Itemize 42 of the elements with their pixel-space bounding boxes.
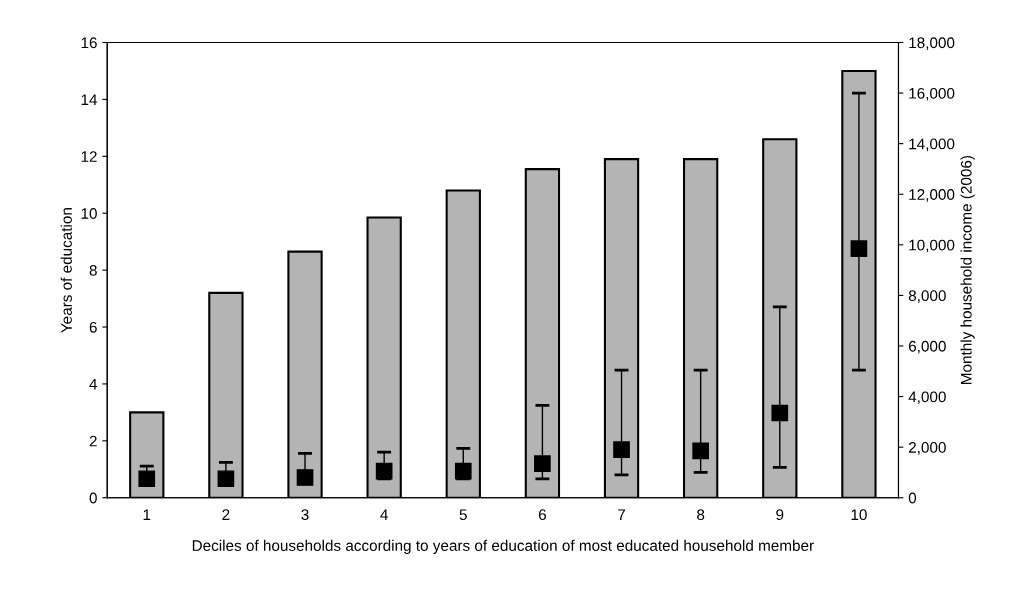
x-tick-label: 8 <box>697 509 705 521</box>
point <box>454 462 472 480</box>
y-axis-title: Years of education <box>60 208 72 333</box>
y2-tick-label: 10,000 <box>909 239 955 253</box>
y2-tick-label: 18,000 <box>909 37 955 50</box>
y2-tick-label: 16,000 <box>909 87 955 101</box>
y2-tick-label: 0 <box>908 492 917 504</box>
y-tick-label: 4 <box>89 378 98 390</box>
y-tick-label: 0 <box>89 492 97 504</box>
y2-tick-label: 12,000 <box>909 189 955 202</box>
point <box>692 442 709 460</box>
x-tick-label: 10 <box>851 509 867 521</box>
point <box>850 240 868 257</box>
y2-tick-label: 8,000 <box>908 290 946 303</box>
y2-axis-title: Monthly household income (2006) <box>960 155 975 384</box>
point <box>138 470 156 488</box>
y-tick-label: 12 <box>81 151 97 162</box>
x-tick-label: 7 <box>618 509 626 520</box>
x-axis-title: Deciles of households according to years of education of most educated household member <box>192 539 814 554</box>
y2-tick-label: 2,000 <box>908 442 946 455</box>
x-tick-label: 2 <box>222 509 230 520</box>
point <box>613 441 630 459</box>
x-tick-label: 6 <box>538 509 546 521</box>
x-tick-label: 3 <box>301 509 309 521</box>
y2-tick-label: 14,000 <box>909 138 955 152</box>
point <box>375 462 393 480</box>
point <box>296 469 314 486</box>
point <box>771 404 789 422</box>
y-tick-label: 8 <box>89 264 97 276</box>
x-tick-label: 1 <box>143 509 151 520</box>
y2-tick-label: 4,000 <box>908 391 946 405</box>
y-tick-label: 10 <box>81 208 97 219</box>
y-tick-label: 2 <box>89 435 97 447</box>
y-tick-label: 14 <box>81 94 98 105</box>
x-tick-label: 5 <box>459 509 467 521</box>
y-tick-label: 6 <box>89 321 97 333</box>
x-tick-label: 4 <box>380 509 388 520</box>
y-tick-label: 16 <box>81 37 97 49</box>
y2-tick-label: 6,000 <box>908 340 946 354</box>
point <box>534 455 551 472</box>
point <box>217 470 235 488</box>
x-tick-label: 9 <box>776 509 784 521</box>
